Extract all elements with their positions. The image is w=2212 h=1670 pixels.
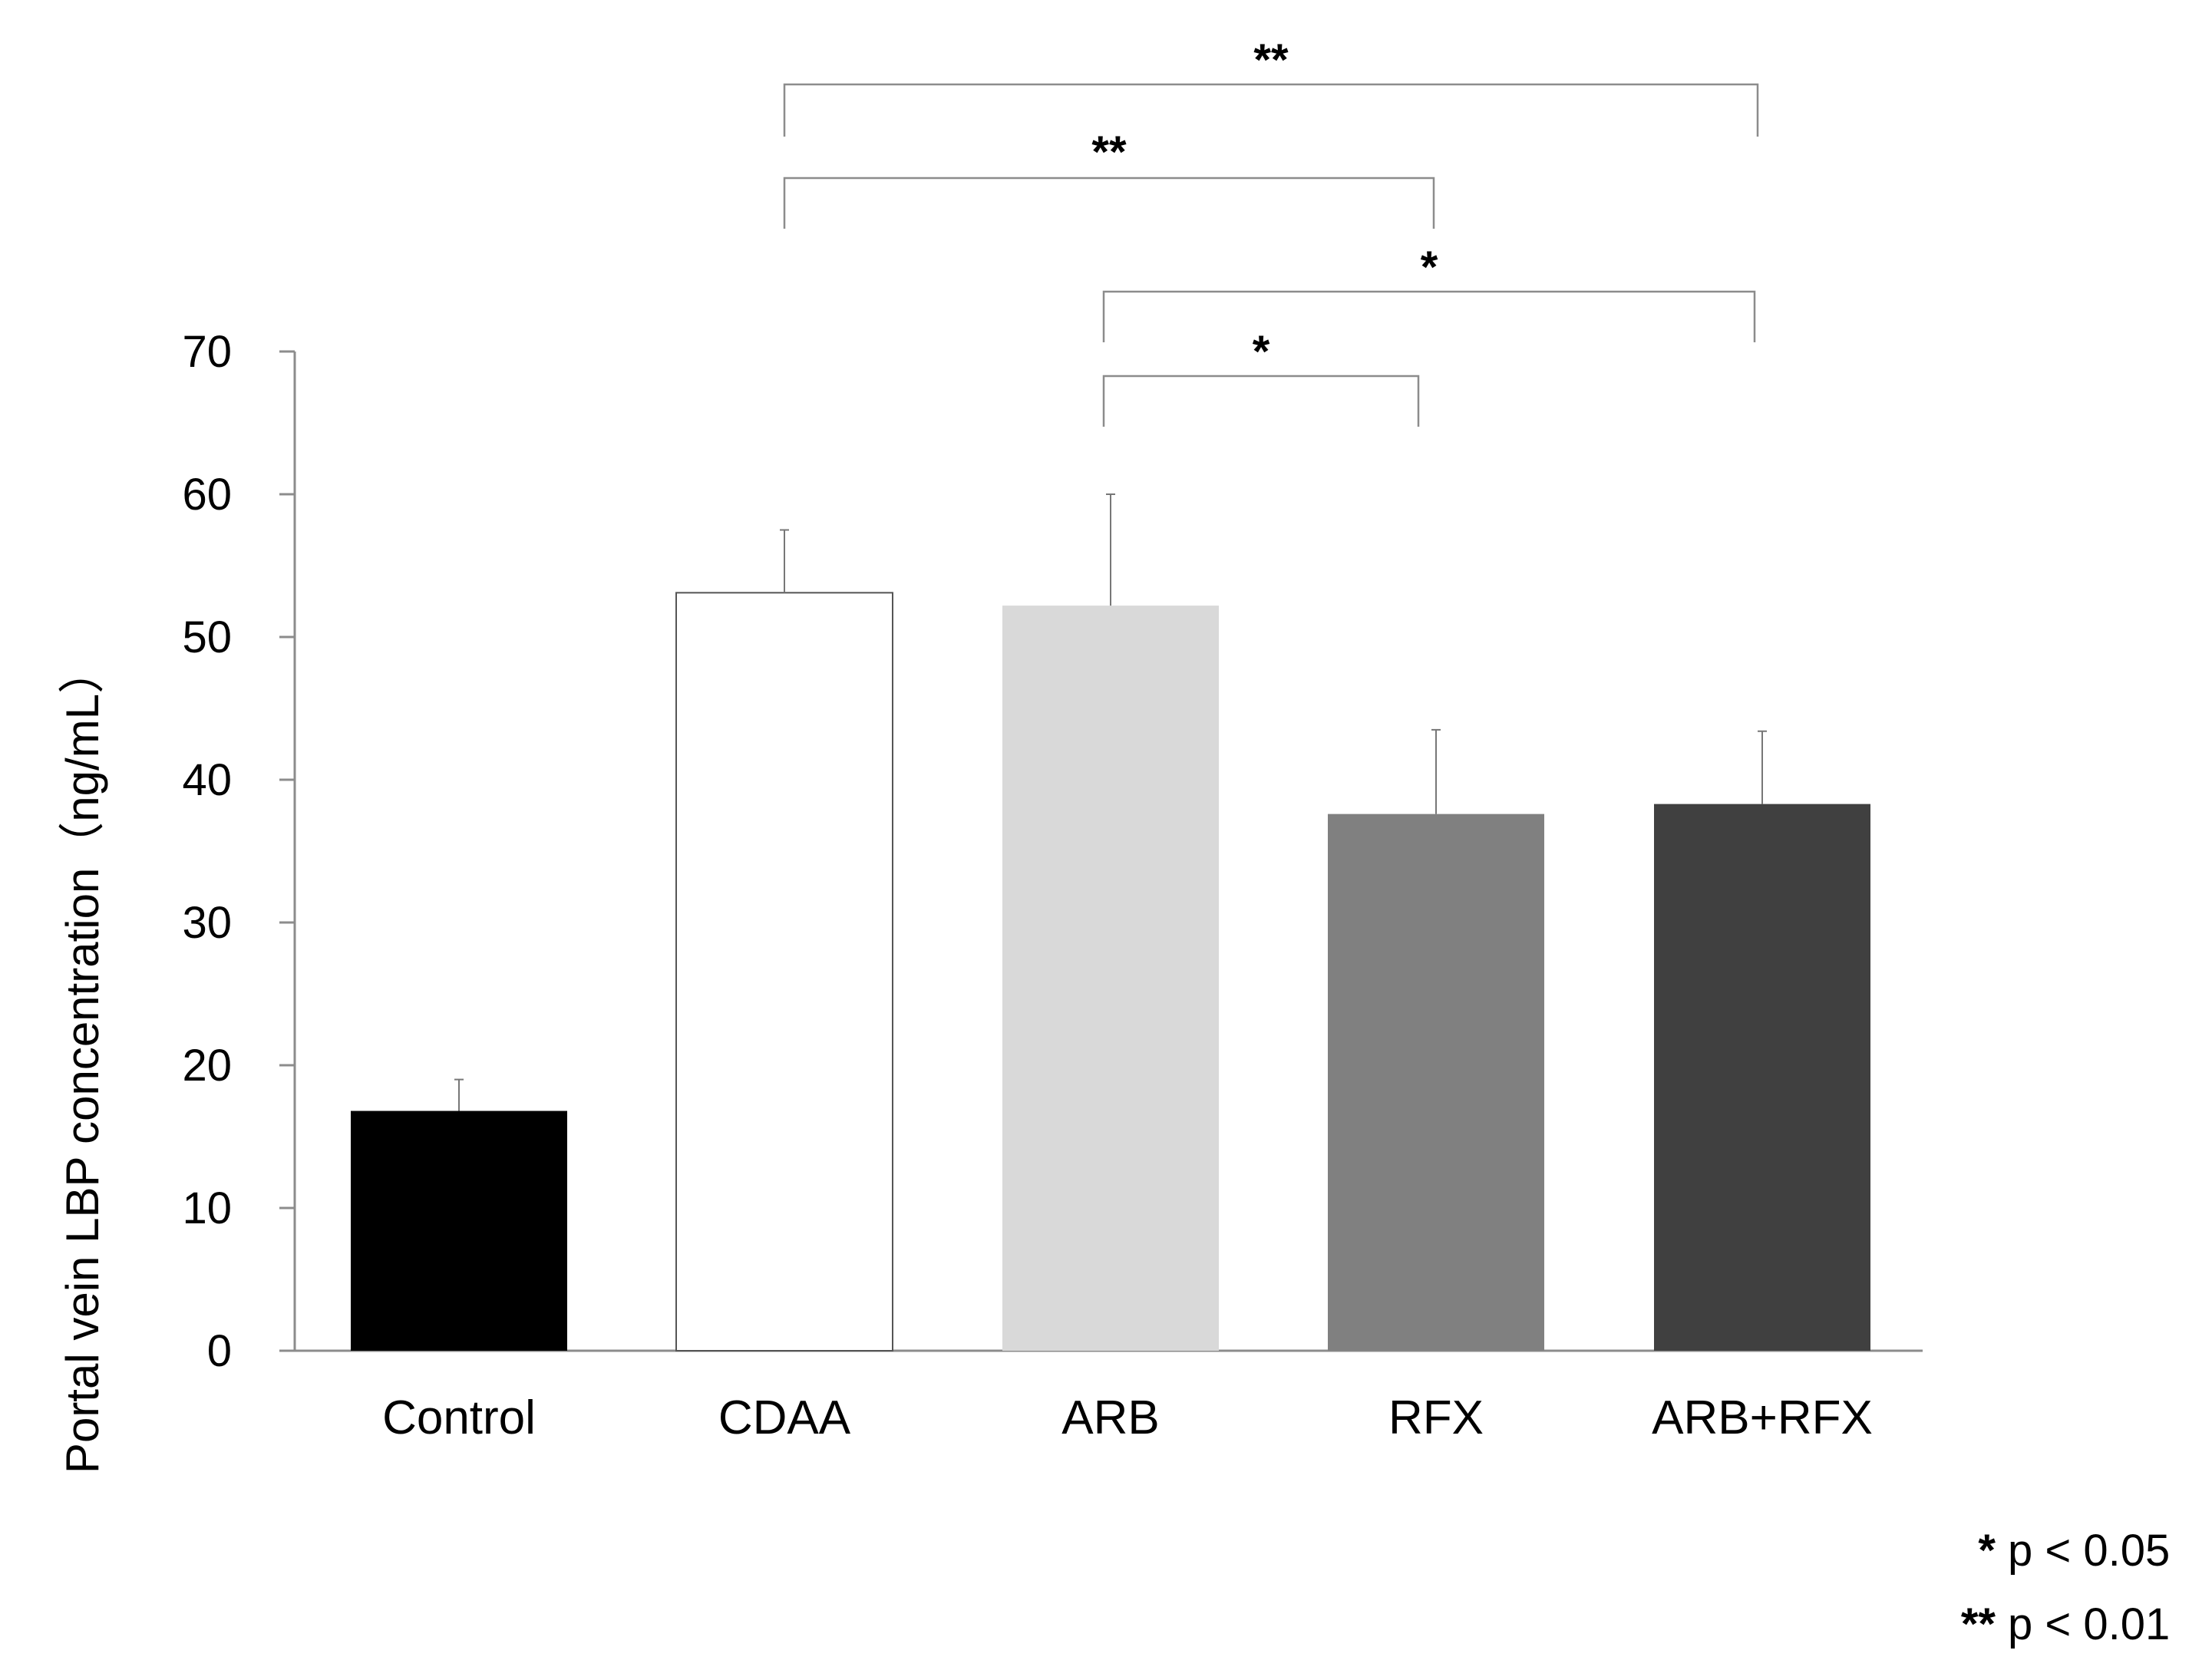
significance-label: * <box>1421 243 1438 292</box>
legend-symbol: * <box>1978 1526 1996 1576</box>
y-axis-label: Portal vein LBP concentration（ng/mL） <box>57 648 108 1474</box>
bar-arb <box>1002 606 1219 1351</box>
significance-label: ** <box>1091 127 1127 177</box>
bar-rfx <box>1328 814 1544 1351</box>
y-tick-labels: 0 10 20 30 40 50 60 70 <box>182 327 232 1376</box>
legend-symbol: ** <box>1961 1599 1996 1649</box>
significance-bracket <box>1104 292 1755 342</box>
significance-label: * <box>1253 327 1270 377</box>
y-tick-label: 10 <box>182 1183 232 1233</box>
bars <box>351 592 1870 1351</box>
y-tick-label: 70 <box>182 327 232 377</box>
significance-bracket <box>784 84 1758 137</box>
x-category-label: RFX <box>1388 1391 1484 1444</box>
x-category-label: ARB <box>1061 1391 1159 1444</box>
y-tick-label: 50 <box>182 612 232 662</box>
significance-legend: *p < 0.05**p < 0.01 <box>1961 1526 2170 1649</box>
x-category-label: CDAA <box>718 1391 851 1444</box>
y-tick-label: 30 <box>182 898 232 948</box>
significance-brackets: ****** <box>784 35 1758 427</box>
bar-control <box>351 1111 567 1351</box>
x-category-labels: Control CDAA ARB RFX ARB+RFX <box>382 1391 1873 1444</box>
x-category-label: ARB+RFX <box>1652 1391 1873 1444</box>
y-tick-label: 40 <box>182 755 232 805</box>
legend-text: p < 0.01 <box>2008 1599 2170 1649</box>
bar-cdaa <box>676 592 893 1351</box>
significance-label: ** <box>1253 35 1289 85</box>
significance-bracket <box>1104 376 1418 427</box>
bar-arb-rfx <box>1654 804 1870 1351</box>
significance-bracket <box>784 178 1434 229</box>
x-category-label: Control <box>382 1391 536 1444</box>
y-tick-label: 60 <box>182 470 232 520</box>
y-tick-label: 20 <box>182 1041 232 1091</box>
y-tick-label: 0 <box>207 1326 232 1376</box>
legend-text: p < 0.05 <box>2008 1526 2170 1576</box>
